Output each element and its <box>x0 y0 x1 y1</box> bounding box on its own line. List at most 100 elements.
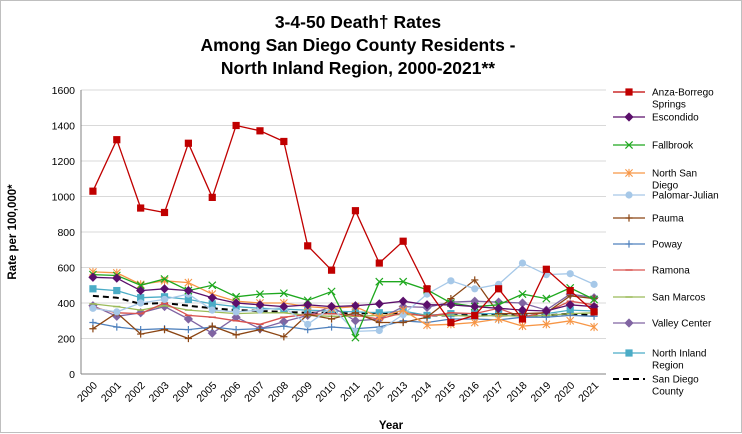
data-point <box>232 292 241 301</box>
data-point <box>566 286 574 295</box>
data-point <box>399 237 407 245</box>
data-point <box>471 276 479 284</box>
series-line <box>92 276 595 312</box>
legend-item: Ramona <box>613 266 690 277</box>
data-point <box>375 259 383 267</box>
data-point <box>160 276 169 285</box>
legend-label: Escondido <box>652 113 699 124</box>
legend-label: San Diego <box>652 375 699 386</box>
data-point <box>89 187 97 195</box>
x-tick-label: 2018 <box>505 380 530 405</box>
y-axis-ticks: 0 200 400 600 800 1000 1200 1400 1600 <box>52 85 76 381</box>
chart-title-line-2: Among San Diego County Residents - <box>200 35 515 55</box>
data-point <box>517 305 528 315</box>
data-point <box>113 136 121 144</box>
x-tick-label: 2016 <box>457 380 482 405</box>
data-point <box>495 285 503 293</box>
data-point <box>566 316 575 325</box>
legend-item: Poway <box>613 240 682 251</box>
data-point <box>447 318 455 327</box>
data-point <box>494 303 504 313</box>
data-point <box>327 287 336 296</box>
legend-label: Diego <box>652 181 679 192</box>
chart-title-line-3: North Inland Region, 2000-2021** <box>221 58 495 78</box>
data-point <box>136 285 146 296</box>
legend-label: Springs <box>652 100 686 111</box>
x-tick-label: 2007 <box>242 380 267 405</box>
data-point <box>375 309 383 317</box>
data-point <box>422 300 432 310</box>
data-point <box>542 294 551 303</box>
data-point <box>541 306 551 316</box>
data-point <box>589 301 599 312</box>
x-tick-label: 2008 <box>266 380 291 405</box>
y-tick-label: 400 <box>57 298 75 310</box>
series-anza-borrego-springs <box>89 121 598 327</box>
legend-label: Pauma <box>652 214 684 225</box>
x-tick-label: 2005 <box>194 380 219 405</box>
x-tick-label: 2001 <box>99 380 124 405</box>
legend-item: Pauma <box>613 214 684 225</box>
data-point <box>279 317 289 327</box>
data-point <box>494 297 504 307</box>
data-point <box>375 326 383 335</box>
series-line <box>92 262 595 333</box>
data-point <box>280 333 288 341</box>
gridlines <box>81 89 606 339</box>
data-point <box>590 295 599 304</box>
axes <box>80 90 606 375</box>
data-point <box>207 293 217 303</box>
data-point <box>542 320 551 329</box>
data-point <box>137 204 145 212</box>
data-point <box>184 326 192 334</box>
data-point <box>447 310 455 318</box>
chart-title: 3-4-50 Death† Rates Among San Diego Coun… <box>200 12 515 78</box>
data-point <box>351 333 360 342</box>
data-point <box>351 207 360 215</box>
y-axis-title: Rate per 100,000* <box>7 184 19 280</box>
data-point <box>350 301 361 311</box>
data-point <box>208 306 216 314</box>
data-point <box>184 139 192 147</box>
series-escondido <box>88 272 599 316</box>
data-point <box>447 277 455 285</box>
x-tick-label: 2014 <box>409 380 434 405</box>
data-point <box>280 322 288 330</box>
y-tick-label: 800 <box>57 227 75 239</box>
data-point <box>113 323 121 331</box>
y-tick-label: 1200 <box>52 156 76 168</box>
data-point <box>566 306 574 314</box>
data-point <box>471 311 479 320</box>
x-axis-ticks: 2000200120022003200420052006200720082009… <box>75 380 601 405</box>
legend-label: County <box>652 387 684 398</box>
data-point <box>255 290 265 299</box>
y-tick-label: 600 <box>57 263 75 275</box>
x-tick-label: 2017 <box>481 380 506 405</box>
data-point <box>470 318 479 327</box>
data-point <box>89 318 97 327</box>
data-point <box>327 323 336 331</box>
data-point <box>160 295 169 304</box>
legend-label: Ramona <box>652 266 690 277</box>
data-point <box>471 285 479 293</box>
data-point <box>518 315 527 323</box>
data-point <box>518 259 527 267</box>
data-point <box>160 208 169 217</box>
legend-swatch-marker <box>625 168 633 178</box>
data-point <box>399 318 407 327</box>
data-point <box>280 137 288 146</box>
legend-label: Poway <box>652 240 682 251</box>
legend-swatch-marker <box>625 88 633 96</box>
data-point <box>423 321 432 330</box>
series-line <box>92 271 595 328</box>
x-tick-label: 2011 <box>338 380 363 405</box>
data-point <box>590 308 598 316</box>
data-point <box>327 315 336 323</box>
data-point <box>112 273 122 283</box>
